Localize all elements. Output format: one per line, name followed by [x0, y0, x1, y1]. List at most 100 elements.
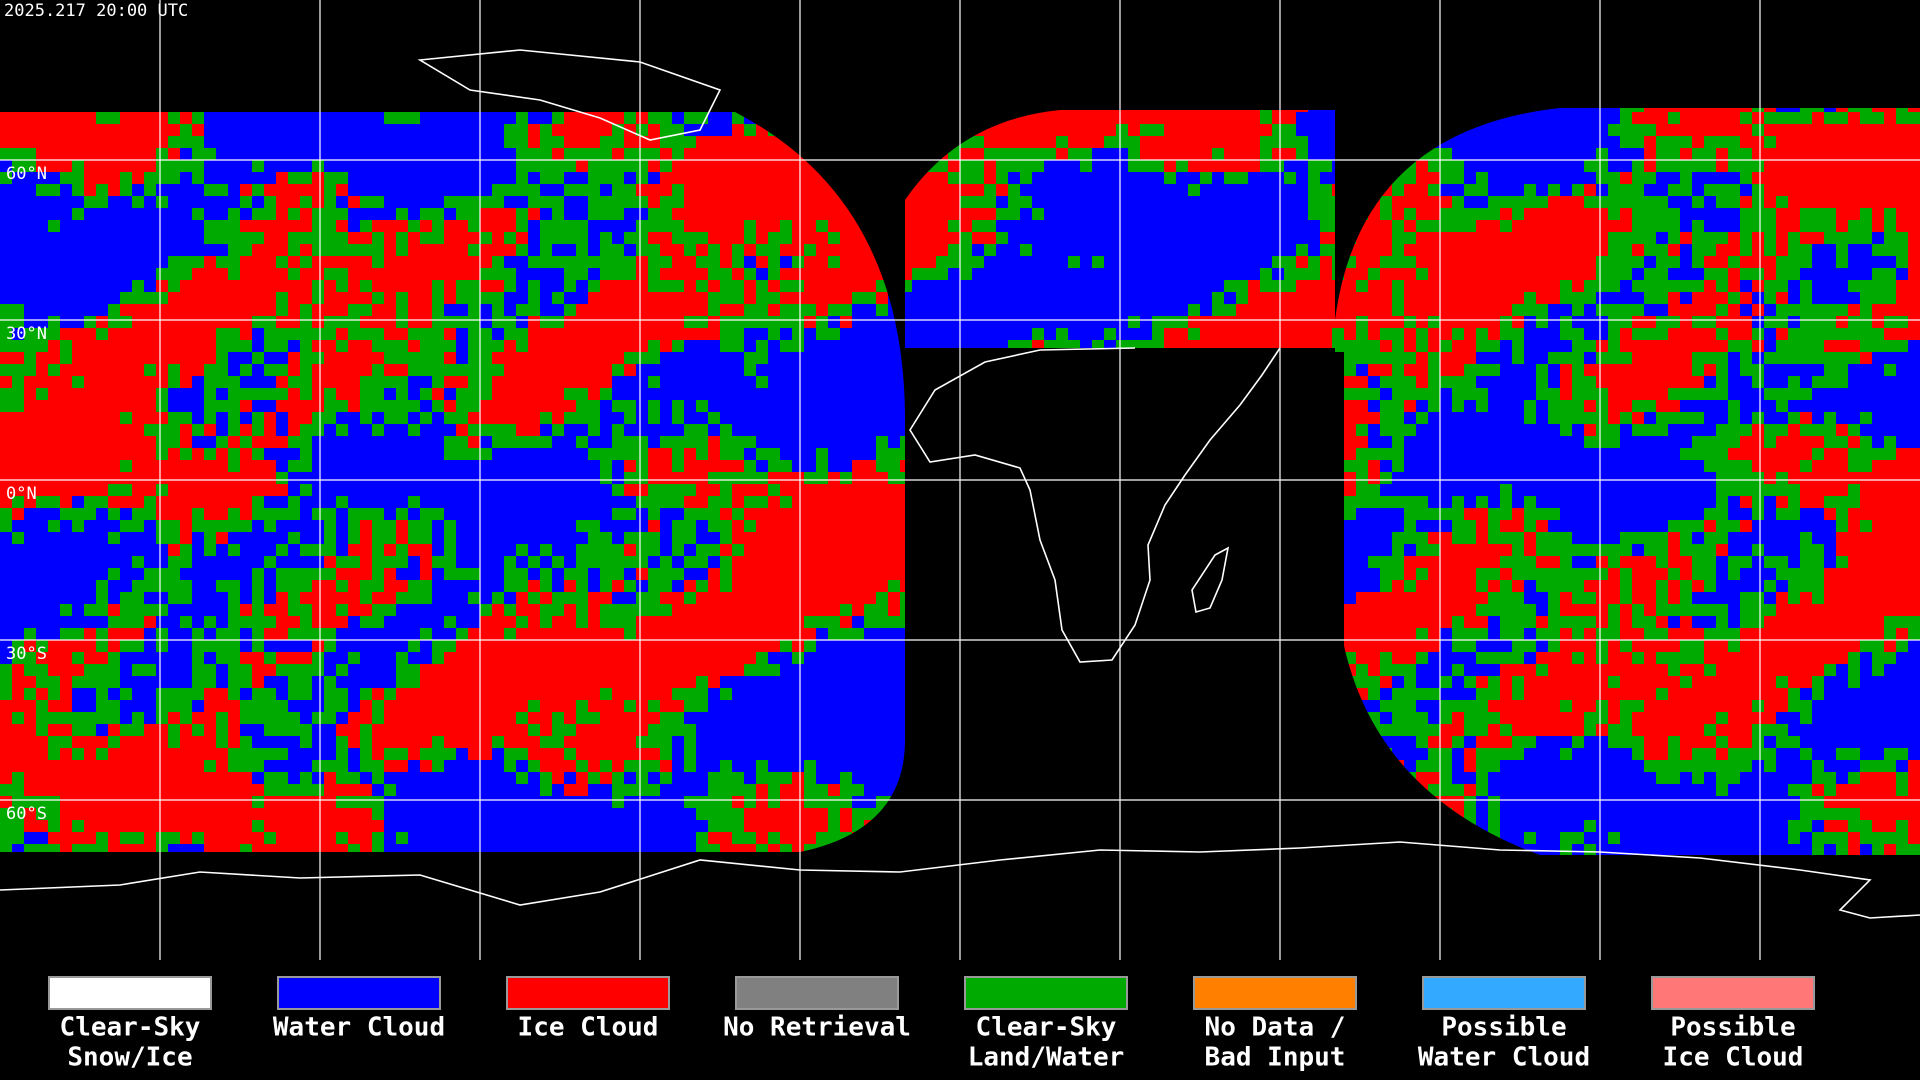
cloud-cell: [444, 136, 456, 148]
cloud-cell: [1428, 460, 1440, 472]
cloud-cell: [660, 304, 672, 316]
cloud-cell: [240, 376, 252, 388]
cloud-cell: [168, 508, 180, 520]
cloud-cell: [1524, 424, 1536, 436]
cloud-cell: [360, 232, 372, 244]
cloud-cell: [168, 484, 180, 496]
cloud-cell: [360, 352, 372, 364]
cloud-cell: [1704, 364, 1716, 376]
cloud-cell: [1800, 316, 1812, 328]
cloud-cell: [276, 172, 288, 184]
cloud-cell: [1404, 328, 1416, 340]
cloud-cell: [1860, 496, 1872, 508]
cloud-cell: [336, 460, 348, 472]
cloud-cell: [24, 292, 36, 304]
cloud-cell: [216, 112, 228, 124]
cloud-cell: [48, 484, 60, 496]
cloud-cell: [1524, 136, 1536, 148]
cloud-cell: [60, 292, 72, 304]
cloud-cell: [168, 244, 180, 256]
cloud-cell: [756, 328, 768, 340]
cloud-cell: [1452, 148, 1464, 160]
cloud-cell: [1512, 328, 1524, 340]
cloud-cell: [1680, 172, 1692, 184]
cloud-cell: [336, 184, 348, 196]
cloud-cell: [1524, 112, 1536, 124]
cloud-cell: [600, 328, 612, 340]
cloud-cell: [732, 484, 744, 496]
cloud-cell: [684, 484, 696, 496]
cloud-cell: [1392, 460, 1404, 472]
cloud-cell: [1032, 208, 1044, 220]
cloud-cell: [1452, 220, 1464, 232]
cloud-cell: [1548, 172, 1560, 184]
cloud-cell: [1860, 280, 1872, 292]
cloud-cell: [180, 376, 192, 388]
cloud-cell: [1320, 268, 1332, 280]
cloud-cell: [432, 232, 444, 244]
cloud-cell: [132, 160, 144, 172]
cloud-cell: [336, 316, 348, 328]
cloud-cell: [468, 304, 480, 316]
cloud-cell: [1680, 328, 1692, 340]
cloud-cell: [972, 232, 984, 244]
cloud-cell: [1764, 424, 1776, 436]
cloud-cell: [1308, 316, 1320, 328]
cloud-cell: [1284, 220, 1296, 232]
cloud-cell: [1380, 412, 1392, 424]
cloud-cell: [816, 448, 828, 460]
cloud-cell: [1212, 256, 1224, 268]
cloud-cell: [1572, 448, 1584, 460]
cloud-cell: [120, 484, 132, 496]
cloud-cell: [444, 340, 456, 352]
cloud-cell: [528, 268, 540, 280]
cloud-cell: [324, 496, 336, 508]
cloud-cell: [492, 160, 504, 172]
cloud-cell: [1800, 328, 1812, 340]
cloud-cell: [456, 244, 468, 256]
cloud-cell: [732, 364, 744, 376]
cloud-cell: [396, 328, 408, 340]
cloud-cell: [1608, 316, 1620, 328]
cloud-cell: [1164, 160, 1176, 172]
cloud-cell: [648, 244, 660, 256]
cloud-cell: [1848, 208, 1860, 220]
cloud-cell: [144, 460, 156, 472]
cloud-cell: [888, 484, 900, 496]
cloud-cell: [1344, 472, 1356, 484]
cloud-cell: [1572, 196, 1584, 208]
cloud-cell: [324, 328, 336, 340]
cloud-cell: [1140, 160, 1152, 172]
cloud-cell: [480, 448, 492, 460]
cloud-cell: [1836, 280, 1848, 292]
cloud-cell: [1008, 292, 1020, 304]
cloud-cell: [1836, 376, 1848, 388]
cloud-cell: [1356, 484, 1368, 496]
cloud-cell: [1524, 496, 1536, 508]
cloud-cell: [1176, 232, 1188, 244]
cloud-cell: [1680, 424, 1692, 436]
cloud-cell: [1140, 232, 1152, 244]
cloud-cell: [168, 352, 180, 364]
cloud-cell: [756, 280, 768, 292]
cloud-cell: [744, 448, 756, 460]
cloud-cell: [1020, 124, 1032, 136]
cloud-cell: [1620, 256, 1632, 268]
cloud-cell: [864, 316, 876, 328]
cloud-cell: [1584, 460, 1596, 472]
cloud-cell: [348, 376, 360, 388]
cloud-cell: [876, 400, 888, 412]
cloud-cell: [1572, 472, 1584, 484]
cloud-cell: [732, 460, 744, 472]
cloud-cell: [696, 172, 708, 184]
cloud-cell: [912, 316, 924, 328]
cloud-cell: [312, 316, 324, 328]
cloud-cell: [120, 424, 132, 436]
cloud-cell: [1824, 196, 1836, 208]
cloud-cell: [36, 208, 48, 220]
cloud-cell: [528, 436, 540, 448]
cloud-cell: [1368, 328, 1380, 340]
cloud-cell: [1236, 148, 1248, 160]
cloud-cell: [372, 136, 384, 148]
cloud-cell: [1668, 268, 1680, 280]
